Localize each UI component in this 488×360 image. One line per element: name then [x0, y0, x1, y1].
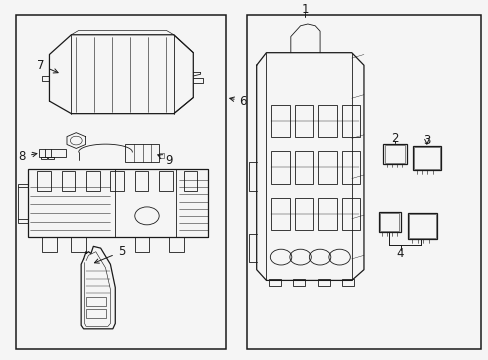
Bar: [159, 171, 172, 191]
Bar: [378, 212, 400, 232]
Text: 9: 9: [158, 154, 173, 167]
Bar: [18, 184, 27, 223]
Bar: [318, 198, 336, 230]
Bar: [27, 169, 207, 237]
Text: 3: 3: [422, 134, 429, 147]
Bar: [341, 198, 359, 230]
Bar: [379, 213, 398, 231]
Bar: [271, 105, 289, 137]
Bar: [71, 237, 86, 252]
Bar: [293, 279, 305, 286]
Bar: [271, 151, 289, 184]
Text: 1: 1: [301, 3, 308, 16]
Bar: [341, 151, 359, 184]
Bar: [168, 237, 183, 252]
Bar: [125, 144, 159, 162]
Bar: [48, 157, 54, 159]
Text: 8: 8: [19, 150, 37, 163]
Bar: [61, 171, 75, 191]
Text: 5: 5: [94, 245, 125, 263]
Bar: [294, 151, 313, 184]
Bar: [16, 15, 225, 348]
Bar: [383, 144, 406, 164]
Bar: [86, 297, 105, 306]
Bar: [37, 171, 51, 191]
Bar: [341, 105, 359, 137]
Text: 7: 7: [37, 59, 58, 73]
Bar: [159, 153, 163, 158]
Bar: [407, 213, 436, 239]
Bar: [408, 215, 435, 238]
Bar: [271, 198, 289, 230]
Bar: [318, 151, 336, 184]
Bar: [268, 279, 281, 286]
Bar: [412, 145, 440, 170]
Bar: [86, 171, 100, 191]
Bar: [246, 15, 480, 348]
Bar: [176, 169, 207, 237]
Bar: [86, 309, 105, 318]
Text: 4: 4: [396, 247, 404, 260]
Bar: [39, 149, 65, 157]
Bar: [294, 105, 313, 137]
Text: 6: 6: [229, 95, 246, 108]
Bar: [135, 237, 149, 252]
Text: 2: 2: [390, 132, 398, 145]
Bar: [318, 105, 336, 137]
Bar: [294, 198, 313, 230]
Bar: [317, 279, 329, 286]
Bar: [384, 145, 405, 163]
Bar: [42, 237, 57, 252]
Bar: [413, 147, 439, 169]
Bar: [135, 171, 148, 191]
Bar: [41, 157, 46, 159]
Bar: [110, 171, 124, 191]
Bar: [341, 279, 353, 286]
Bar: [183, 171, 197, 191]
